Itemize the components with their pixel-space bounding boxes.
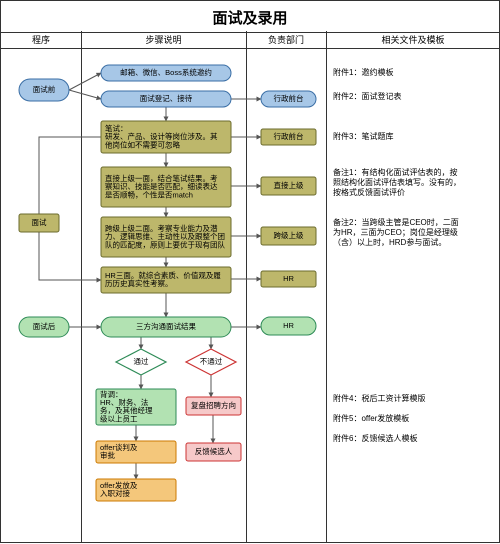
node-n18: offer谈判及审批 bbox=[96, 441, 176, 463]
svg-text:邮箱、微信、Boss系统邀约: 邮箱、微信、Boss系统邀约 bbox=[120, 67, 212, 77]
svg-text:审批: 审批 bbox=[100, 450, 115, 460]
annotation: 附件3：笔试题库 bbox=[333, 131, 393, 141]
svg-text:历历史真实性考察。: 历历史真实性考察。 bbox=[105, 278, 173, 288]
node-mid: 面试 bbox=[19, 214, 59, 232]
svg-text:入职对接: 入职对接 bbox=[100, 488, 130, 498]
svg-text:面试: 面试 bbox=[32, 217, 47, 227]
edge bbox=[69, 73, 101, 90]
node-n16: 背调：HR、财务、法务，及其他经理级以上员工 bbox=[96, 389, 176, 425]
svg-text:行政前台: 行政前台 bbox=[274, 93, 304, 103]
svg-text:级以上员工: 级以上员工 bbox=[100, 413, 138, 423]
node-n6: 行政前台 bbox=[261, 129, 316, 145]
annotation: 附件4：税后工资计算模版 bbox=[333, 393, 425, 403]
svg-text:行政前台: 行政前台 bbox=[274, 131, 304, 141]
svg-text:HR: HR bbox=[283, 321, 294, 330]
col-header-4: 相关文件及模板 bbox=[326, 31, 500, 49]
annotation: 附件6：反馈候选人模板 bbox=[333, 433, 417, 443]
svg-text:面试前: 面试前 bbox=[33, 84, 56, 94]
svg-text:面试登记、接待: 面试登记、接待 bbox=[140, 93, 193, 103]
node-d1: 通过 bbox=[116, 349, 166, 375]
node-n3: 面试登记、接待 bbox=[101, 91, 231, 107]
svg-text:复盘招聘方向: 复盘招聘方向 bbox=[191, 400, 236, 410]
node-n11: HR三面。就综合素质、价值观及履历历史真实性考察。 bbox=[101, 267, 231, 293]
annotation: 为HR，三面为CEO；岗位是经理级 bbox=[333, 227, 458, 237]
annotation: 附件5：offer发放模板 bbox=[333, 413, 409, 423]
svg-text:HR: HR bbox=[283, 274, 294, 283]
node-n13: 面试后 bbox=[19, 317, 69, 337]
svg-text:不通过: 不通过 bbox=[200, 356, 223, 366]
node-n9: 跨级上级二面。考察专业能力及潜力、逻辑思维、主动性以及跟整个团队的匹配度，原则上… bbox=[101, 217, 231, 257]
svg-text:他岗位如不需要可忽略: 他岗位如不需要可忽略 bbox=[105, 139, 180, 149]
grid-area: 程序 步骤说明 负责部门 相关文件及模板 面试前邮箱、微信、Boss系统邀约面试… bbox=[1, 31, 499, 542]
svg-text:通过: 通过 bbox=[134, 356, 149, 366]
node-n19: 反馈候选人 bbox=[186, 443, 241, 461]
node-n17: 复盘招聘方向 bbox=[186, 397, 241, 415]
annotation: 备注2：当跨级主管是CEO时，二面 bbox=[333, 217, 459, 227]
flowchart-page: 面试及录用 程序 步骤说明 负责部门 相关文件及模板 面试前 邮箱、微信、Boss… bbox=[0, 0, 500, 543]
annotation: 备注1：有结构化面试评估表的，按 bbox=[333, 167, 457, 177]
node-n12: HR bbox=[261, 271, 316, 287]
svg-text:直接上级: 直接上级 bbox=[274, 180, 304, 190]
edge bbox=[39, 232, 101, 280]
node-n20: offer发放及入职对接 bbox=[96, 479, 176, 501]
node-n2: 邮箱、微信、Boss系统邀约 bbox=[101, 65, 231, 81]
svg-text:面试后: 面试后 bbox=[33, 321, 56, 331]
svg-text:三方沟通面试结果: 三方沟通面试结果 bbox=[136, 321, 196, 331]
node-n10: 跨级上级 bbox=[261, 227, 316, 245]
svg-text:反馈候选人: 反馈候选人 bbox=[195, 446, 233, 456]
node-n15: HR bbox=[261, 317, 316, 335]
header-row: 程序 步骤说明 负责部门 相关文件及模板 bbox=[1, 31, 499, 49]
node-d2: 不通过 bbox=[186, 349, 236, 375]
node-n5: 笔试：研发、产品、设计等岗位涉及。其他岗位如不需要可忽略 bbox=[101, 121, 231, 153]
node-n4: 行政前台 bbox=[261, 91, 316, 107]
node-n14: 三方沟通面试结果 bbox=[101, 317, 231, 337]
col-header-3: 负责部门 bbox=[246, 31, 326, 49]
flowchart-svg: 面试前邮箱、微信、Boss系统邀约面试登记、接待行政前台笔试：研发、产品、设计等… bbox=[1, 49, 500, 544]
annotation: 按格式反馈面试评价 bbox=[333, 187, 405, 197]
col-header-1: 程序 bbox=[1, 31, 81, 49]
annotation: 照结构化面试评估表填写。没有的， bbox=[333, 177, 461, 187]
annotation: 附件2：面试登记表 bbox=[333, 91, 401, 101]
svg-text:跨级上级: 跨级上级 bbox=[274, 230, 304, 240]
svg-text:队的匹配度，原则上要优于现有团队: 队的匹配度，原则上要优于现有团队 bbox=[105, 239, 225, 249]
node-n7: 直接上级一面，结合笔试结果。考察知识、技能是否匹配，细读表达是否顺畅，个性是否m… bbox=[101, 167, 231, 207]
edge bbox=[69, 90, 101, 99]
annotation: （含）以上时，HRD参与面试。 bbox=[333, 237, 446, 247]
node-n1: 面试前 bbox=[19, 79, 69, 101]
svg-text:是否顺畅，个性是否match: 是否顺畅，个性是否match bbox=[105, 189, 193, 199]
edge bbox=[39, 137, 101, 214]
col-header-2: 步骤说明 bbox=[81, 31, 246, 49]
node-n8: 直接上级 bbox=[261, 177, 316, 195]
page-title: 面试及录用 bbox=[1, 1, 499, 33]
annotation: 附件1：邀约模板 bbox=[333, 67, 393, 77]
